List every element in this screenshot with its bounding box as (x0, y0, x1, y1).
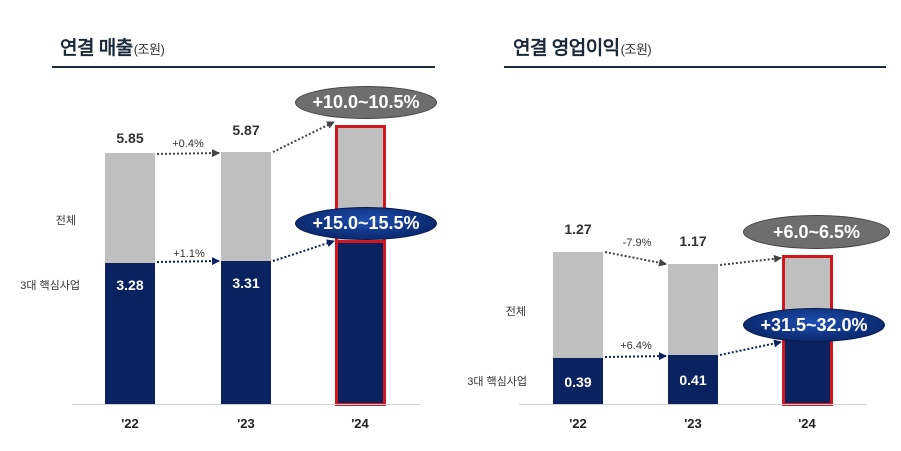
left-arrow-total-23-24 (272, 121, 335, 153)
right-arrow-total-23-24 (719, 254, 782, 266)
left-row-label-core: 3대 핵심사업 (20, 280, 80, 292)
left-bar-core-23 (221, 261, 271, 404)
right-row-label-total: 전체 (505, 306, 526, 318)
left-growth-total: +0.4% (172, 138, 204, 150)
right-bar-core-22 (553, 358, 603, 404)
right-bar-core-23 (668, 355, 718, 404)
left-value-core-23: 3.31 (232, 275, 260, 291)
right-xtick-23: '23 (684, 416, 702, 431)
left-title-rule (52, 66, 435, 68)
right-guidance-core-bubble: +31.5~32.0% (743, 308, 885, 342)
right-arrow-core-23-24 (719, 339, 782, 356)
right-growth-total: -7.9% (622, 237, 652, 249)
left-value-core-22: 3.28 (116, 277, 144, 293)
left-arrow-total-22-23 (156, 149, 220, 158)
left-row-label-total: 전체 (55, 215, 76, 227)
left-bar-core-22 (105, 263, 155, 404)
left-growth-core: +1.1% (173, 248, 205, 260)
right-title-text: 연결 영업이익 (513, 38, 620, 59)
left-bar-total-23 (221, 152, 271, 262)
right-bar-total-22 (553, 252, 603, 358)
right-arrow-core-22-23 (604, 352, 667, 361)
right-value-core-23: 0.41 (679, 372, 707, 388)
right-growth-core: +6.4% (620, 340, 652, 352)
right-xtick-22: '22 (569, 416, 587, 431)
right-chart-title: 연결 영업이익(조원) (513, 33, 652, 60)
left-baseline (72, 404, 420, 405)
left-bar-24-highlight (335, 125, 386, 406)
right-arrow-total-22-23 (604, 251, 667, 267)
left-bar-core-24 (338, 241, 383, 403)
right-guidance-total-bubble: +6.0~6.5% (743, 215, 890, 249)
right-row-label-core: 3대 핵심사업 (467, 376, 527, 388)
right-baseline (519, 404, 867, 405)
left-xtick-22: '22 (121, 416, 139, 431)
right-value-total-23: 1.17 (679, 233, 707, 249)
left-title-unit: (조원) (133, 42, 165, 57)
right-bar-core-24 (785, 340, 830, 403)
right-title-unit: (조원) (620, 42, 652, 57)
right-xtick-24: '24 (798, 416, 816, 431)
left-value-total-23: 5.87 (232, 122, 260, 138)
left-chart-title: 연결 매출(조원) (60, 33, 165, 60)
left-bar-24-divider (335, 240, 386, 243)
right-bar-total-23 (668, 264, 718, 355)
right-value-total-22: 1.27 (564, 221, 592, 237)
left-xtick-23: '23 (237, 416, 255, 431)
left-xtick-24: '24 (351, 416, 369, 431)
right-value-core-22: 0.39 (564, 374, 592, 390)
left-arrow-core-22-23 (156, 257, 220, 266)
left-guidance-total-bubble: +10.0~10.5% (295, 86, 437, 119)
left-guidance-core-bubble: +15.0~15.5% (295, 207, 437, 240)
left-title-text: 연결 매출 (60, 38, 133, 59)
left-bar-total-22 (105, 153, 155, 263)
left-arrow-core-23-24 (272, 239, 335, 262)
left-value-total-22: 5.85 (116, 130, 144, 146)
right-title-rule (504, 66, 886, 68)
